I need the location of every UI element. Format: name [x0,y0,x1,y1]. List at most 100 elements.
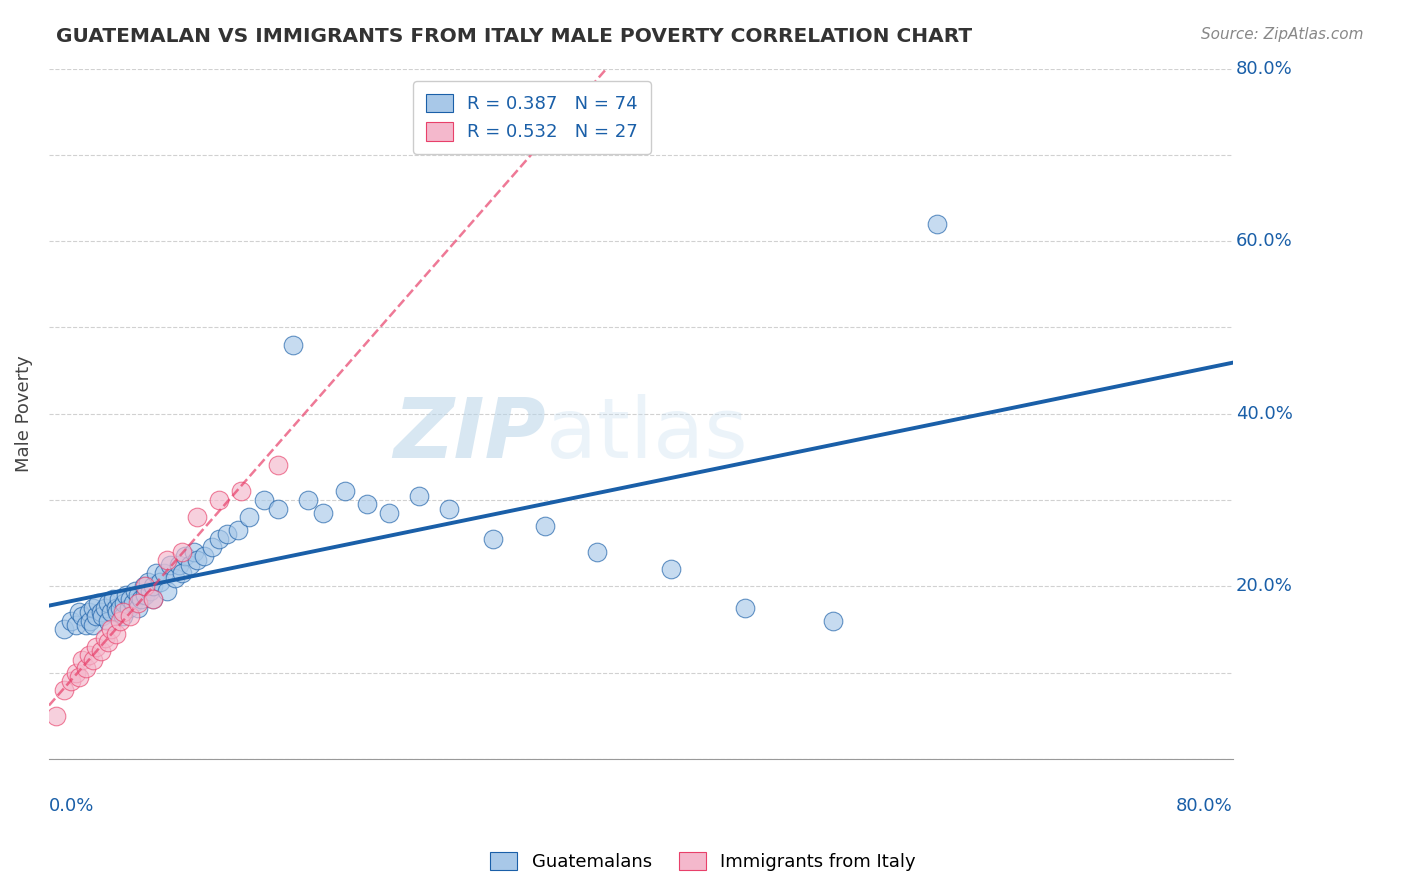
Point [156,583,179,598]
Point [67,670,90,684]
Point [120,592,142,607]
Text: 80.0%: 80.0% [1177,797,1233,814]
Point [172,566,194,581]
Point [65,618,87,632]
Point [167,558,190,572]
Point [163,571,186,585]
Point [111,609,134,624]
Point [111,605,134,619]
Point [52,682,75,697]
Point [70,652,93,666]
Point [132,579,155,593]
Point [437,501,460,516]
Point [120,609,142,624]
Point [312,506,335,520]
Point [172,545,194,559]
Point [136,574,159,589]
Point [86,609,108,624]
Point [52,623,75,637]
Point [100,605,122,619]
Point [60,614,83,628]
Point [228,523,250,537]
Point [208,492,231,507]
Point [77,648,100,663]
Point [115,588,138,602]
Point [134,588,156,602]
Point [142,592,165,607]
Point [925,217,948,231]
Point [97,597,120,611]
Text: 40.0%: 40.0% [1236,405,1292,423]
Text: 20.0%: 20.0% [1236,577,1292,595]
Point [114,597,136,611]
Y-axis label: Male Poverty: Male Poverty [15,355,32,472]
Point [86,640,108,654]
Point [82,618,104,632]
Point [823,614,845,628]
Point [378,506,401,520]
Text: 60.0%: 60.0% [1236,232,1292,250]
Text: GUATEMALAN VS IMMIGRANTS FROM ITALY MALE POVERTY CORRELATION CHART: GUATEMALAN VS IMMIGRANTS FROM ITALY MALE… [56,27,973,45]
Point [156,553,179,567]
Legend: Guatemalans, Immigrants from Italy: Guatemalans, Immigrants from Italy [482,845,924,879]
Point [107,592,129,607]
Point [65,665,87,680]
Legend: R = 0.387   N = 74, R = 0.532   N = 27: R = 0.387 N = 74, R = 0.532 N = 27 [413,81,651,154]
Point [127,588,149,602]
Point [145,566,167,581]
Point [297,492,319,507]
Point [408,489,430,503]
Point [659,562,682,576]
Point [91,609,114,624]
Point [153,566,176,581]
Point [90,644,112,658]
Point [183,545,205,559]
Point [482,532,505,546]
Point [122,597,145,611]
Point [118,600,141,615]
Point [186,510,208,524]
Point [67,605,90,619]
Point [138,583,160,598]
Point [356,497,378,511]
Point [215,527,238,541]
Point [208,532,231,546]
Point [159,558,181,572]
Point [238,510,260,524]
Point [97,635,120,649]
Point [149,574,172,589]
Point [70,609,93,624]
Point [100,623,122,637]
Text: Source: ZipAtlas.com: Source: ZipAtlas.com [1201,27,1364,42]
Point [45,708,67,723]
Point [186,553,208,567]
Point [127,600,149,615]
Point [97,614,120,628]
Point [94,631,117,645]
Text: atlas: atlas [547,394,748,475]
Point [108,600,131,615]
Point [585,545,607,559]
Point [252,492,274,507]
Point [129,592,152,607]
Point [87,597,110,611]
Point [533,519,555,533]
Point [104,600,127,615]
Point [333,484,356,499]
Text: 0.0%: 0.0% [49,797,94,814]
Point [60,674,83,689]
Point [174,549,197,563]
Point [105,605,128,619]
Point [734,600,756,615]
Point [283,337,305,351]
Point [267,458,290,473]
Point [231,484,253,499]
Point [90,605,112,619]
Text: 80.0%: 80.0% [1236,60,1292,78]
Point [75,618,97,632]
Point [82,600,104,615]
Point [134,579,156,593]
Point [201,541,224,555]
Point [142,579,165,593]
Point [142,592,165,607]
